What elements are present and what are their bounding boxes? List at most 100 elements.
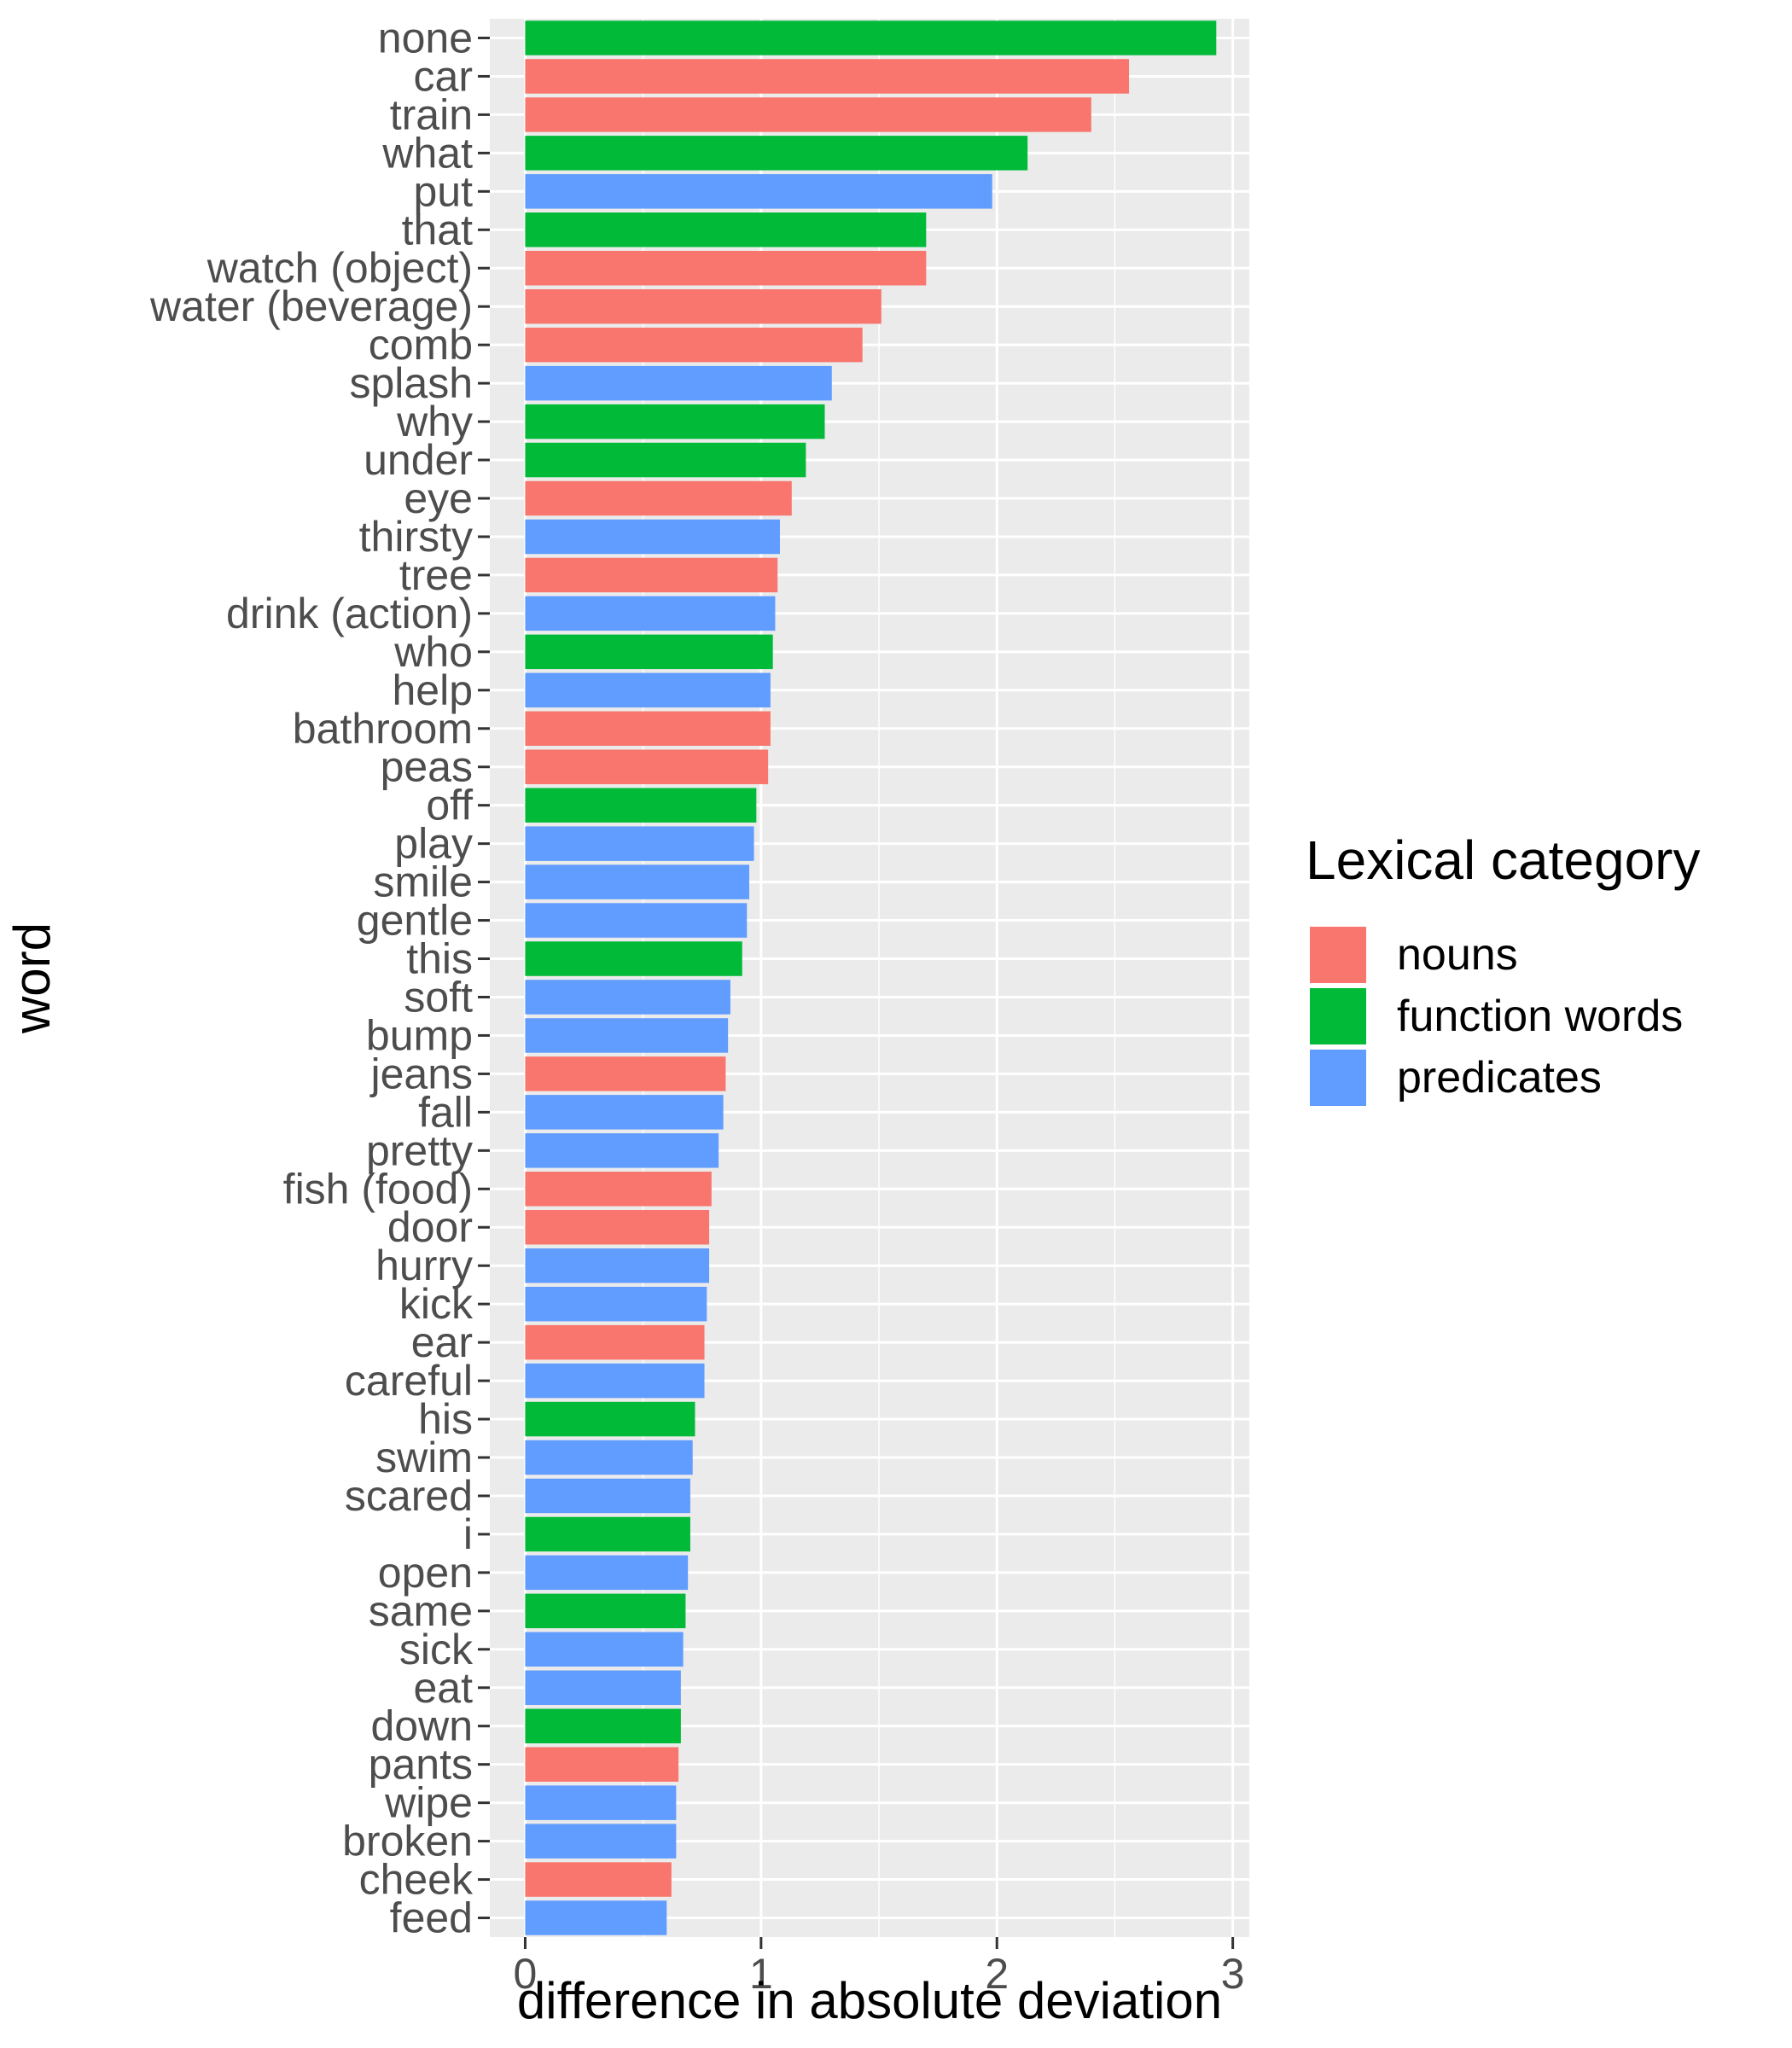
bar-down: [525, 1708, 681, 1743]
y-tick-label: his: [418, 1395, 473, 1443]
bar-jeans: [525, 1056, 726, 1091]
y-tick-label: train: [390, 90, 473, 138]
y-tick-label: fall: [418, 1088, 473, 1136]
bar-careful: [525, 1363, 705, 1399]
bar-pretty: [525, 1133, 719, 1168]
y-tick-label: ear: [411, 1318, 473, 1366]
y-tick-label: peas: [381, 743, 473, 791]
bar-his: [525, 1401, 695, 1437]
bar-pants: [525, 1747, 679, 1782]
y-tick-label: hurry: [375, 1242, 473, 1289]
y-tick-label: what: [381, 129, 473, 177]
bar-smile: [525, 864, 750, 899]
bar-why: [525, 404, 825, 439]
x-tick-label: 2: [985, 1950, 1009, 1998]
y-tick-label: smile: [373, 858, 473, 906]
y-tick-label: this: [406, 935, 473, 983]
y-tick-label: watch (object): [207, 244, 473, 292]
x-tick-label: 1: [749, 1950, 773, 1998]
y-tick-label: why: [396, 398, 473, 445]
y-tick-label: thirsty: [359, 513, 473, 561]
bar-soft: [525, 980, 730, 1015]
bar-that: [525, 212, 927, 247]
bar-splash: [525, 365, 832, 401]
y-tick-label: same: [369, 1587, 473, 1635]
y-tick-label: feed: [390, 1894, 473, 1942]
x-axis-title: difference in absolute deviation: [517, 1972, 1222, 2029]
legend-key-function: [1310, 988, 1366, 1044]
y-tick-label: careful: [345, 1357, 473, 1405]
bar-help: [525, 672, 771, 708]
y-tick-label: pants: [369, 1741, 473, 1789]
y-tick-label: off: [426, 782, 473, 829]
x-tick-label: 0: [514, 1950, 538, 1998]
bar-wipe: [525, 1785, 677, 1820]
y-tick-label: wipe: [384, 1779, 473, 1827]
y-tick-label: comb: [369, 321, 473, 369]
bar-water-beverage: [525, 288, 881, 324]
bar-sick: [525, 1632, 684, 1667]
y-tick-label: that: [402, 206, 474, 253]
bar-kick: [525, 1286, 707, 1322]
y-tick-label: swim: [375, 1434, 473, 1481]
bar-off: [525, 788, 757, 823]
y-tick-label: put: [413, 167, 473, 215]
bar-swim: [525, 1440, 693, 1475]
bar-eat: [525, 1670, 681, 1705]
bar-car: [525, 59, 1130, 94]
bar-eye: [525, 480, 792, 516]
y-tick-label: down: [370, 1702, 473, 1750]
bar-peas: [525, 749, 769, 784]
bar-watch-object: [525, 251, 927, 286]
bar-scared: [525, 1478, 690, 1514]
y-tick-label: none: [378, 14, 473, 61]
y-tick-label: scared: [345, 1472, 473, 1520]
x-tick-label: 3: [1221, 1950, 1245, 1998]
legend-title: Lexical category: [1306, 829, 1700, 891]
y-tick-label: i: [463, 1510, 473, 1558]
y-tick-label: kick: [399, 1280, 474, 1328]
bar-door: [525, 1210, 710, 1245]
bar-open: [525, 1555, 689, 1591]
legend-key-predicates: [1310, 1050, 1366, 1106]
y-tick-label: under: [364, 436, 473, 484]
bar-under: [525, 442, 806, 478]
bar-drink-action: [525, 596, 776, 631]
y-tick-label: gentle: [357, 897, 473, 945]
y-tick-label: play: [394, 820, 473, 868]
y-tick-label: sick: [399, 1626, 474, 1673]
bar-broken: [525, 1824, 677, 1859]
bar-train: [525, 97, 1091, 132]
bars: [525, 20, 1217, 1935]
legend: Lexical category nouns function words pred…: [1306, 829, 1700, 1106]
y-tick-label: bathroom: [293, 705, 473, 753]
y-tick-label: soft: [404, 973, 473, 1021]
y-tick-label: who: [393, 628, 473, 676]
y-tick-label: eat: [413, 1664, 473, 1712]
bar-thirsty: [525, 519, 780, 555]
bar-same: [525, 1593, 686, 1629]
bar-fall: [525, 1095, 724, 1130]
bar-play: [525, 826, 754, 861]
bar-put: [525, 174, 992, 209]
y-tick-label: door: [387, 1203, 473, 1251]
bar-this: [525, 941, 742, 976]
y-tick-label: splash: [349, 359, 473, 407]
bar-gentle: [525, 903, 748, 938]
bar-comb: [525, 327, 863, 363]
bar-i: [525, 1516, 690, 1552]
y-tick-label: broken: [342, 1818, 473, 1865]
bar-hurry: [525, 1248, 710, 1283]
y-tick-label: pretty: [366, 1126, 473, 1174]
y-tick-label: fish (food): [283, 1165, 473, 1213]
y-tick-label: jeans: [369, 1050, 473, 1097]
x-axis: 0 1 2 3: [514, 1937, 1245, 1998]
bar-tree: [525, 557, 778, 593]
bar-what: [525, 136, 1028, 171]
bar-bump: [525, 1018, 729, 1053]
legend-label-function: function words: [1397, 992, 1683, 1041]
bar-feed: [525, 1900, 667, 1935]
y-tick-label: car: [414, 52, 473, 100]
